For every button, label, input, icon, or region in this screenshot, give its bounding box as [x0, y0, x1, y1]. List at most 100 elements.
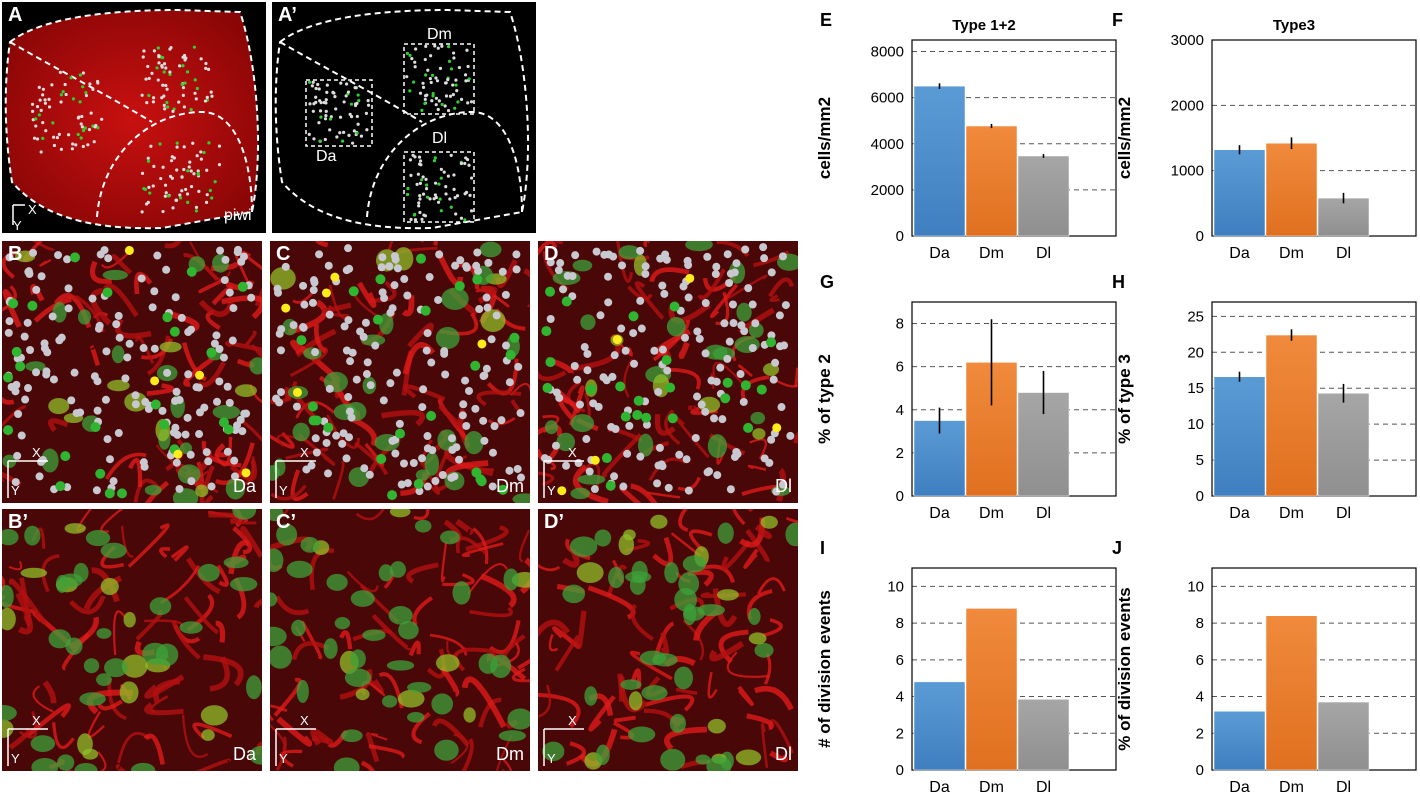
- panel-a-overview-image: A piwi X Y: [2, 2, 266, 233]
- chart-i-ytick: 2: [896, 725, 904, 742]
- chart-h-ytick: 0: [1196, 488, 1204, 505]
- chart-e-bar-dm: [965, 125, 1018, 237]
- chart-e-ytick: 0: [896, 228, 904, 245]
- chart-h-ytick: 10: [1187, 416, 1204, 433]
- chart-h-xtick: Da: [1229, 505, 1250, 522]
- chart-f-ytick: 2000: [1171, 97, 1204, 114]
- chart-j-ytick: 10: [1187, 578, 1204, 595]
- chart-j-ytick: 2: [1196, 725, 1204, 742]
- chart-f-ytick: 1000: [1171, 163, 1204, 180]
- panel-d-prime-dl-raw-axis-x: X: [568, 713, 577, 728]
- chart-i: 0 2 4 6 8 10 Da Dm Dl # of division events I: [815, 538, 1117, 793]
- chart-j-panel-letter: J: [1112, 538, 1122, 558]
- chart-h-xtick: Dm: [1279, 505, 1304, 522]
- panel-c-dm-cells-label: C: [276, 243, 291, 265]
- panel-c-prime-dm-raw-axis-x: X: [300, 713, 309, 728]
- chart-j-xtick: Dm: [1279, 779, 1304, 793]
- panel-a-prime-drawing: [274, 8, 529, 230]
- chart-i-xtick: Dm: [979, 779, 1004, 793]
- chart-f-bar-da: [1213, 149, 1266, 237]
- panel-d-dl-cells-label: D: [544, 243, 559, 265]
- chart-i-xtick: Dl: [1036, 779, 1051, 793]
- chart-i-ytick: 0: [896, 762, 904, 779]
- panel-c-prime-dm-raw-region: Dm: [496, 744, 524, 764]
- chart-f-bar-dm: [1265, 142, 1318, 237]
- chart-f-panel-letter: F: [1112, 10, 1123, 30]
- chart-g-xtick: Da: [929, 505, 950, 522]
- panel-c-dm-cells-region: Dm: [496, 476, 524, 496]
- region-label-dl: Dl: [432, 130, 448, 147]
- chart-j-xtick: Da: [1229, 779, 1250, 793]
- chart-j-ytick: 4: [1196, 689, 1204, 706]
- panel-d-prime-dl-raw-texture: [538, 509, 798, 771]
- panel-b-da-cells: B Da X Y: [2, 241, 262, 503]
- chart-g-ytick: 2: [896, 445, 904, 462]
- chart-h-ytick: 25: [1187, 308, 1204, 325]
- chart-h-ytick: 20: [1187, 344, 1204, 361]
- chart-f-ylabel: cells/mm2: [1115, 97, 1134, 179]
- panel-c-prime-dm-raw-texture: [270, 509, 530, 771]
- panel-b-da-cells-region: Da: [232, 476, 256, 496]
- panel-d-dl-cells-texture: [538, 241, 798, 503]
- chart-i-ytick: 8: [896, 615, 904, 632]
- chart-h-ytick: 5: [1196, 452, 1204, 469]
- chart-i-ylabel: # of division events: [815, 590, 834, 748]
- chart-g-ytick: 4: [896, 402, 904, 419]
- chart-i-ytick: 10: [887, 578, 904, 595]
- chart-e-panel-letter: E: [820, 10, 832, 30]
- chart-g-xtick: Dm: [979, 505, 1004, 522]
- panel-b-prime-da-raw-texture: [2, 509, 262, 771]
- chart-f: 0 1000 2000 3000 Da Dm Dl cells/mm2 F Type3: [1112, 10, 1417, 262]
- chart-e-xtick: Dl: [1036, 245, 1051, 262]
- chart-e-ylabel: cells/mm2: [815, 97, 834, 179]
- chart-e-bar-dl: [1017, 155, 1070, 237]
- chart-g: 0 2 4 6 8 Da Dm Dl % of type 2 G: [815, 272, 1117, 522]
- chart-f-bar-dl: [1317, 197, 1370, 237]
- chart-g-ytick: 0: [896, 488, 904, 505]
- panel-d-prime-dl-raw-region: Dl: [775, 744, 792, 764]
- chart-j-xtick: Dl: [1336, 779, 1351, 793]
- panel-b-prime-da-raw-axis-y: Y: [11, 751, 20, 766]
- chart-h-bar-dl: [1317, 393, 1370, 497]
- chart-e-xtick: Dm: [979, 245, 1004, 262]
- chart-h-bar-dm: [1265, 334, 1318, 497]
- chart-h-ylabel: % of type 3: [1115, 354, 1134, 444]
- panel-c-prime-dm-raw-label: C’: [276, 511, 296, 533]
- panel-a-tissue-drawing: [4, 8, 259, 230]
- chart-g-ytick: 6: [896, 359, 904, 376]
- chart-f-xtick: Dm: [1279, 245, 1304, 262]
- chart-g-panel-letter: G: [820, 272, 834, 292]
- region-label-dm: Dm: [427, 26, 452, 43]
- chart-j-bar-da: [1213, 710, 1266, 771]
- chart-e-ytick: 6000: [871, 90, 904, 107]
- panel-a-prime-schematic: A’ Dm Da Dl: [272, 2, 536, 233]
- panel-a-label: A: [8, 4, 23, 26]
- panel-b-prime-da-raw-label: B’: [8, 511, 28, 533]
- panel-d-dl-cells: D Dl X Y: [538, 241, 798, 503]
- chart-j-ytick: 8: [1196, 615, 1204, 632]
- chart-e-title: Type 1+2: [952, 17, 1016, 34]
- region-label-da: Da: [316, 148, 337, 165]
- panel-b-da-cells-axis-x: X: [32, 445, 41, 460]
- panel-a-prime-label: A’: [278, 4, 297, 26]
- panel-d-prime-dl-raw-axis-y: Y: [547, 751, 556, 766]
- chart-i-ytick: 4: [896, 689, 904, 706]
- chart-g-ylabel: % of type 2: [815, 354, 834, 444]
- panel-b-da-cells-texture: [2, 241, 262, 503]
- panel-c-dm-cells-axis-x: X: [300, 445, 309, 460]
- panel-a-axis-y: Y: [13, 218, 22, 233]
- panel-a-axis-x: X: [28, 202, 37, 217]
- chart-g-ytick: 8: [896, 316, 904, 333]
- chart-i-bar-da: [913, 681, 966, 771]
- chart-i-ytick: 6: [896, 652, 904, 669]
- chart-h-panel-letter: H: [1112, 272, 1125, 292]
- chart-j-bar-dm: [1265, 615, 1318, 771]
- chart-h: 0 5 10 15 20 25 Da Dm Dl % of type 3 H: [1112, 272, 1417, 522]
- chart-j-ylabel: % of division events: [1115, 587, 1134, 750]
- chart-j: 0 2 4 6 8 10 Da Dm Dl % of division events J: [1112, 538, 1417, 793]
- panel-d-dl-cells-axis-y: Y: [547, 483, 556, 498]
- chart-e-ytick: 4000: [871, 136, 904, 153]
- chart-e-ytick: 8000: [871, 44, 904, 61]
- chart-g-xtick: Dl: [1036, 505, 1051, 522]
